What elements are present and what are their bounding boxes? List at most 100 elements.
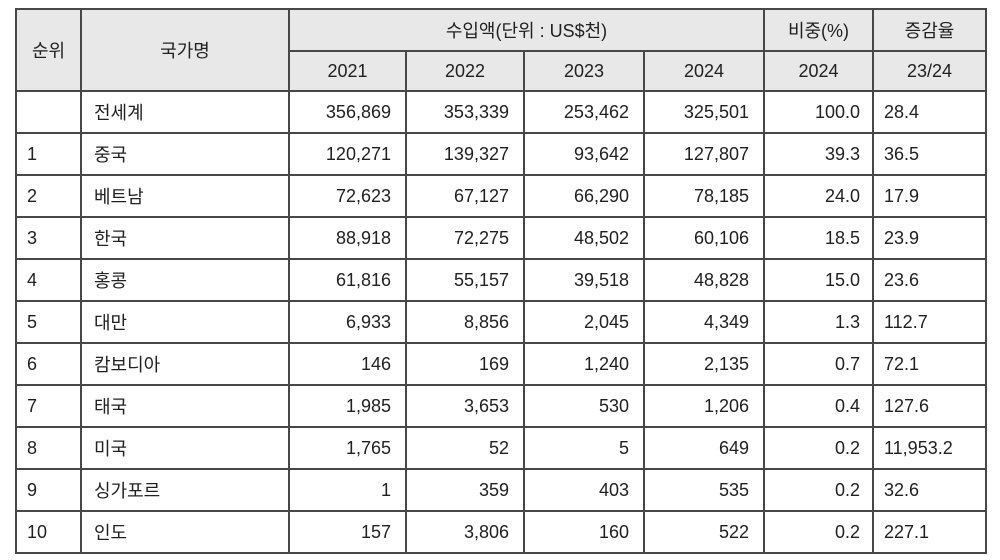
value-2022-cell: 8,856 (405, 300, 525, 344)
growth-cell: 17.9 (872, 174, 987, 218)
growth-cell: 127.6 (872, 384, 987, 428)
country-cell: 한국 (80, 216, 290, 260)
share-cell: 24.0 (763, 174, 874, 218)
value-2022-cell: 3,653 (405, 384, 525, 428)
growth-cell: 11,953.2 (872, 426, 987, 470)
rank-cell: 9 (15, 468, 82, 512)
header-year-2024: 2024 (643, 50, 765, 92)
rank-cell (15, 90, 82, 134)
rank-cell: 4 (15, 258, 82, 302)
table-row: 6 캄보디아 146 169 1,240 2,135 0.7 72.1 (15, 342, 987, 386)
table-row: 8 미국 1,765 52 5 649 0.2 11,953.2 (15, 426, 987, 470)
header-growth-group: 증감율 (872, 8, 987, 52)
value-2022-cell: 72,275 (405, 216, 525, 260)
value-2023-cell: 39,518 (523, 258, 645, 302)
value-2023-cell: 530 (523, 384, 645, 428)
value-2023-cell: 253,462 (523, 90, 645, 134)
value-2021-cell: 146 (288, 342, 407, 386)
header-year-2021: 2021 (288, 50, 407, 92)
value-2022-cell: 67,127 (405, 174, 525, 218)
rank-cell: 3 (15, 216, 82, 260)
value-2024-cell: 127,807 (643, 132, 765, 176)
value-2022-cell: 52 (405, 426, 525, 470)
value-2024-cell: 1,206 (643, 384, 765, 428)
growth-cell: 112.7 (872, 300, 987, 344)
value-2024-cell: 60,106 (643, 216, 765, 260)
country-cell: 중국 (80, 132, 290, 176)
rank-cell: 1 (15, 132, 82, 176)
country-cell: 인도 (80, 510, 290, 554)
country-cell: 대만 (80, 300, 290, 344)
share-cell: 15.0 (763, 258, 874, 302)
value-2023-cell: 48,502 (523, 216, 645, 260)
table-header: 순위 국가명 수입액(단위 : US$천) 비중(%) 증감율 2021 202… (15, 8, 987, 92)
table-row: 1 중국 120,271 139,327 93,642 127,807 39.3… (15, 132, 987, 176)
value-2024-cell: 522 (643, 510, 765, 554)
value-2023-cell: 66,290 (523, 174, 645, 218)
share-cell: 39.3 (763, 132, 874, 176)
value-2024-cell: 2,135 (643, 342, 765, 386)
value-2022-cell: 55,157 (405, 258, 525, 302)
header-year-2023: 2023 (523, 50, 645, 92)
value-2021-cell: 61,816 (288, 258, 407, 302)
header-share-group: 비중(%) (763, 8, 874, 52)
header-growth-period: 23/24 (872, 50, 987, 92)
rank-cell: 7 (15, 384, 82, 428)
value-2022-cell: 359 (405, 468, 525, 512)
value-2023-cell: 2,045 (523, 300, 645, 344)
value-2024-cell: 78,185 (643, 174, 765, 218)
value-2024-cell: 325,501 (643, 90, 765, 134)
share-cell: 0.4 (763, 384, 874, 428)
value-2021-cell: 88,918 (288, 216, 407, 260)
share-cell: 0.2 (763, 510, 874, 554)
growth-cell: 36.5 (872, 132, 987, 176)
country-cell: 싱가포르 (80, 468, 290, 512)
value-2023-cell: 5 (523, 426, 645, 470)
table-row: 5 대만 6,933 8,856 2,045 4,349 1.3 112.7 (15, 300, 987, 344)
value-2022-cell: 353,339 (405, 90, 525, 134)
value-2024-cell: 649 (643, 426, 765, 470)
share-cell: 1.3 (763, 300, 874, 344)
value-2024-cell: 4,349 (643, 300, 765, 344)
header-rank: 순위 (15, 8, 82, 92)
header-country: 국가명 (80, 8, 290, 92)
value-2021-cell: 72,623 (288, 174, 407, 218)
table-row: 2 베트남 72,623 67,127 66,290 78,185 24.0 1… (15, 174, 987, 218)
table-row-world: 전세계 356,869 353,339 253,462 325,501 100.… (15, 90, 987, 134)
header-row-years: 2021 2022 2023 2024 2024 23/24 (16, 50, 987, 92)
share-cell: 18.5 (763, 216, 874, 260)
value-2021-cell: 6,933 (288, 300, 407, 344)
share-cell: 0.7 (763, 342, 874, 386)
country-cell: 캄보디아 (80, 342, 290, 386)
country-cell: 베트남 (80, 174, 290, 218)
country-cell: 태국 (80, 384, 290, 428)
value-2021-cell: 157 (288, 510, 407, 554)
header-row-groups: 순위 국가명 수입액(단위 : US$천) 비중(%) 증감율 (15, 8, 987, 92)
value-2021-cell: 356,869 (288, 90, 407, 134)
growth-cell: 72.1 (872, 342, 987, 386)
value-2021-cell: 1 (288, 468, 407, 512)
share-cell: 100.0 (763, 90, 874, 134)
table-body: 전세계 356,869 353,339 253,462 325,501 100.… (15, 90, 987, 554)
value-2023-cell: 403 (523, 468, 645, 512)
share-cell: 0.2 (763, 426, 874, 470)
country-cell: 홍콩 (80, 258, 290, 302)
table-row: 3 한국 88,918 72,275 48,502 60,106 18.5 23… (15, 216, 987, 260)
value-2021-cell: 1,985 (288, 384, 407, 428)
header-import-group: 수입액(단위 : US$천) (288, 8, 765, 52)
table-row: 10 인도 157 3,806 160 522 0.2 227.1 (15, 510, 987, 554)
rank-cell: 8 (15, 426, 82, 470)
growth-cell: 23.6 (872, 258, 987, 302)
value-2023-cell: 160 (523, 510, 645, 554)
value-2021-cell: 120,271 (288, 132, 407, 176)
table-row: 9 싱가포르 1 359 403 535 0.2 32.6 (15, 468, 987, 512)
header-share-year: 2024 (763, 50, 874, 92)
value-2024-cell: 48,828 (643, 258, 765, 302)
value-2022-cell: 3,806 (405, 510, 525, 554)
value-2022-cell: 169 (405, 342, 525, 386)
value-2023-cell: 93,642 (523, 132, 645, 176)
table-row: 7 태국 1,985 3,653 530 1,206 0.4 127.6 (15, 384, 987, 428)
rank-cell: 10 (15, 510, 82, 554)
country-cell: 전세계 (80, 90, 290, 134)
